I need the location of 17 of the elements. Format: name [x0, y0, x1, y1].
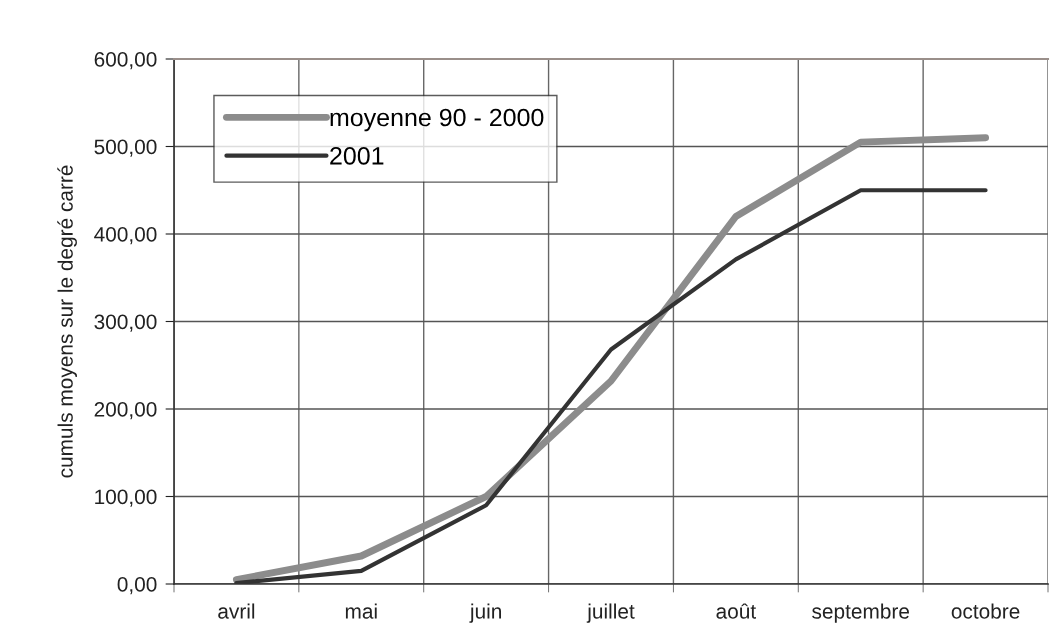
y-tick-label: 500,00 — [94, 139, 157, 157]
x-tick-label: juillet — [586, 603, 635, 623]
y-tick-label: 100,00 — [95, 489, 157, 507]
x-tick-label: août — [716, 603, 756, 619]
x-tick-label: octobre — [951, 603, 1020, 619]
x-tick-label: juin — [469, 603, 502, 623]
y-tick-label: 400,00 — [94, 227, 157, 245]
x-tick-label: avril — [218, 603, 255, 619]
y-axis-title: cumuls moyens sur le degré carré — [57, 165, 77, 478]
x-tick-label: septembre — [812, 603, 910, 623]
x-tick-label: mai — [345, 603, 377, 619]
legend-label: 2001 — [330, 146, 384, 165]
y-tick-label: 0,00 — [117, 577, 157, 595]
y-tick-label: 600,00 — [94, 52, 157, 70]
y-tick-label: 300,00 — [94, 314, 157, 332]
y-tick-label: 200,00 — [94, 402, 157, 420]
legend-label: moyenne 90 - 2000 — [330, 108, 544, 132]
